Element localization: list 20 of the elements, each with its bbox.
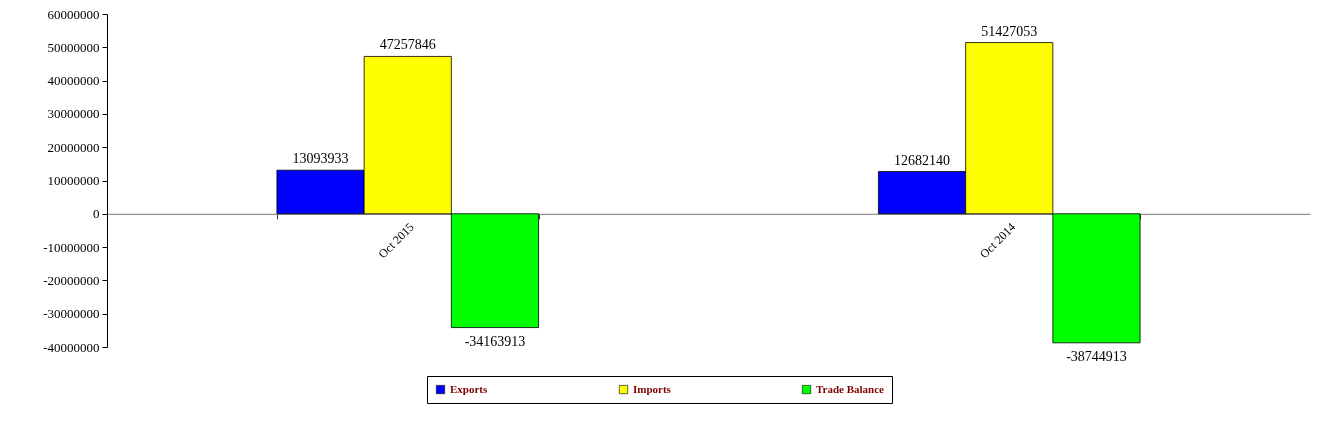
y-tick-label: 50000000 [47, 39, 100, 55]
y-tick-label: -20000000 [43, 272, 100, 288]
y-tick-label: -40000000 [43, 339, 100, 355]
y-tick-label: 40000000 [47, 73, 100, 89]
legend-label: Imports [633, 382, 672, 395]
data-label: -34163913 [464, 333, 526, 349]
y-tick-label: -30000000 [43, 306, 100, 322]
data-label: 51427053 [981, 23, 1038, 39]
y-tick-label: -10000000 [43, 239, 100, 255]
y-tick-label: 30000000 [47, 106, 100, 122]
data-label: 13093933 [292, 151, 349, 167]
data-label: -38744913 [1066, 348, 1127, 364]
y-tick-label: 0 [93, 206, 100, 222]
data-label: 47257846 [379, 37, 436, 53]
y-tick-label: 20000000 [47, 139, 100, 155]
y-tick-label: 60000000 [47, 6, 100, 22]
y-tick-label: 10000000 [47, 173, 100, 188]
data-label: 12682140 [894, 152, 951, 168]
legend-label: Trade Balance [816, 382, 885, 395]
legend-label: Exports [450, 382, 488, 395]
